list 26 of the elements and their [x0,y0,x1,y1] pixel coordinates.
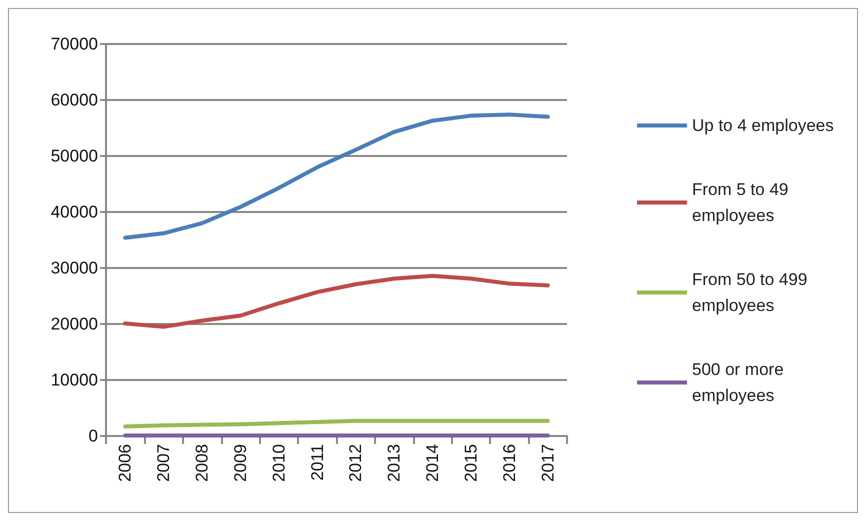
legend-label: From 50 to 499 employees [692,270,812,315]
y-tick-label: 0 [88,426,98,446]
y-tick-label: 20000 [50,314,98,334]
y-tick-label: 30000 [50,258,98,278]
y-tick-label: 10000 [50,370,98,390]
x-tick-label: 2013 [384,444,404,482]
legend-label: Up to 4 employees [692,116,834,135]
x-tick-label: 2014 [423,444,442,482]
x-tick-label: 2008 [192,444,212,482]
line-series [123,274,550,329]
x-tick-label: 2010 [269,444,288,482]
legend-label: From 5 to 49 employees [692,180,794,225]
line-series [123,112,550,240]
x-tick-label: 2015 [461,444,480,482]
x-tick-label: 2016 [500,444,519,482]
x-tick-label: 2007 [154,444,174,482]
y-tick-label: 70000 [50,34,98,54]
x-tick-label: 2009 [230,444,250,482]
x-tick-label: 2011 [308,444,327,481]
x-tick-label: 2006 [116,444,135,482]
x-tick-label: 2017 [538,444,558,482]
x-tick-label: 2012 [346,444,366,482]
legend-label: 500 or more employees [692,360,788,405]
y-tick-label: 60000 [50,90,98,110]
y-tick-label: 40000 [50,202,98,222]
y-tick-label: 50000 [50,146,98,166]
